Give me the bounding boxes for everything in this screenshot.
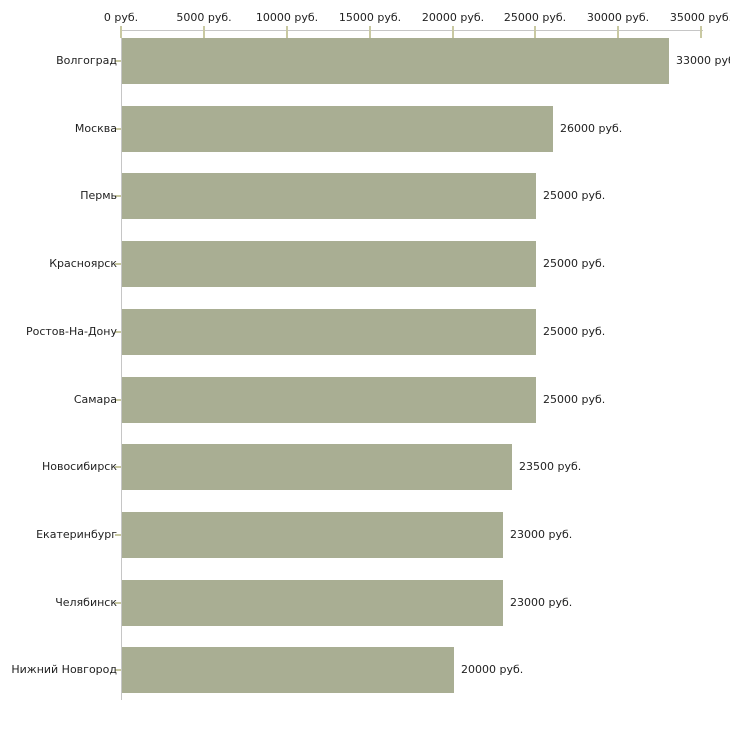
value-label: 23000 руб.: [510, 596, 573, 609]
category-label: Нижний Новгород: [11, 663, 117, 676]
bar: [122, 580, 503, 626]
bar: [122, 444, 512, 490]
category-tick-mark: [115, 128, 121, 130]
category-label: Челябинск: [55, 596, 117, 609]
value-label: 25000 руб.: [543, 257, 606, 270]
x-tick-label: 30000 руб.: [586, 11, 650, 24]
x-tick-mark: [452, 26, 454, 38]
category-tick-mark: [115, 399, 121, 401]
value-label: 23500 руб.: [519, 460, 582, 473]
x-tick-mark: [534, 26, 536, 38]
category-tick-mark: [115, 669, 121, 671]
bar: [122, 309, 536, 355]
bar: [122, 647, 454, 693]
x-tick-mark: [203, 26, 205, 38]
category-label: Самара: [73, 393, 117, 406]
category-label: Москва: [74, 122, 117, 135]
category-tick-mark: [115, 602, 121, 604]
category-tick-mark: [115, 466, 121, 468]
x-tick-mark: [120, 26, 122, 38]
value-label: 25000 руб.: [543, 325, 606, 338]
category-tick-mark: [115, 263, 121, 265]
x-tick-mark: [286, 26, 288, 38]
category-label: Ростов-На-Дону: [25, 325, 117, 338]
category-label: Пермь: [80, 189, 117, 202]
category-label: Новосибирск: [41, 460, 117, 473]
bar: [122, 106, 553, 152]
value-label: 23000 руб.: [510, 528, 573, 541]
category-tick-mark: [115, 195, 121, 197]
bar: [122, 512, 503, 558]
x-tick-mark: [700, 26, 702, 38]
bar: [122, 173, 536, 219]
x-tick-label: 20000 руб.: [421, 11, 485, 24]
x-tick-label: 5000 руб.: [176, 11, 232, 24]
bar: [122, 38, 669, 84]
x-tick-label: 0 руб.: [103, 11, 139, 24]
x-tick-mark: [369, 26, 371, 38]
x-tick-label: 35000 руб.: [669, 11, 730, 24]
category-label: Красноярск: [49, 257, 117, 270]
x-axis-line: [121, 30, 703, 31]
value-label: 20000 руб.: [461, 663, 524, 676]
value-label: 26000 руб.: [560, 122, 623, 135]
bar: [122, 377, 536, 423]
value-label: 25000 руб.: [543, 393, 606, 406]
category-tick-mark: [115, 534, 121, 536]
y-axis-line: [121, 30, 122, 700]
category-tick-mark: [115, 331, 121, 333]
x-tick-mark: [617, 26, 619, 38]
category-tick-mark: [115, 60, 121, 62]
bar: [122, 241, 536, 287]
value-label: 33000 руб: [676, 54, 730, 67]
category-label: Екатеринбург: [36, 528, 117, 541]
category-label: Волгоград: [56, 54, 117, 67]
x-tick-label: 15000 руб.: [338, 11, 402, 24]
x-tick-label: 10000 руб.: [255, 11, 319, 24]
x-tick-label: 25000 руб.: [503, 11, 567, 24]
value-label: 25000 руб.: [543, 189, 606, 202]
